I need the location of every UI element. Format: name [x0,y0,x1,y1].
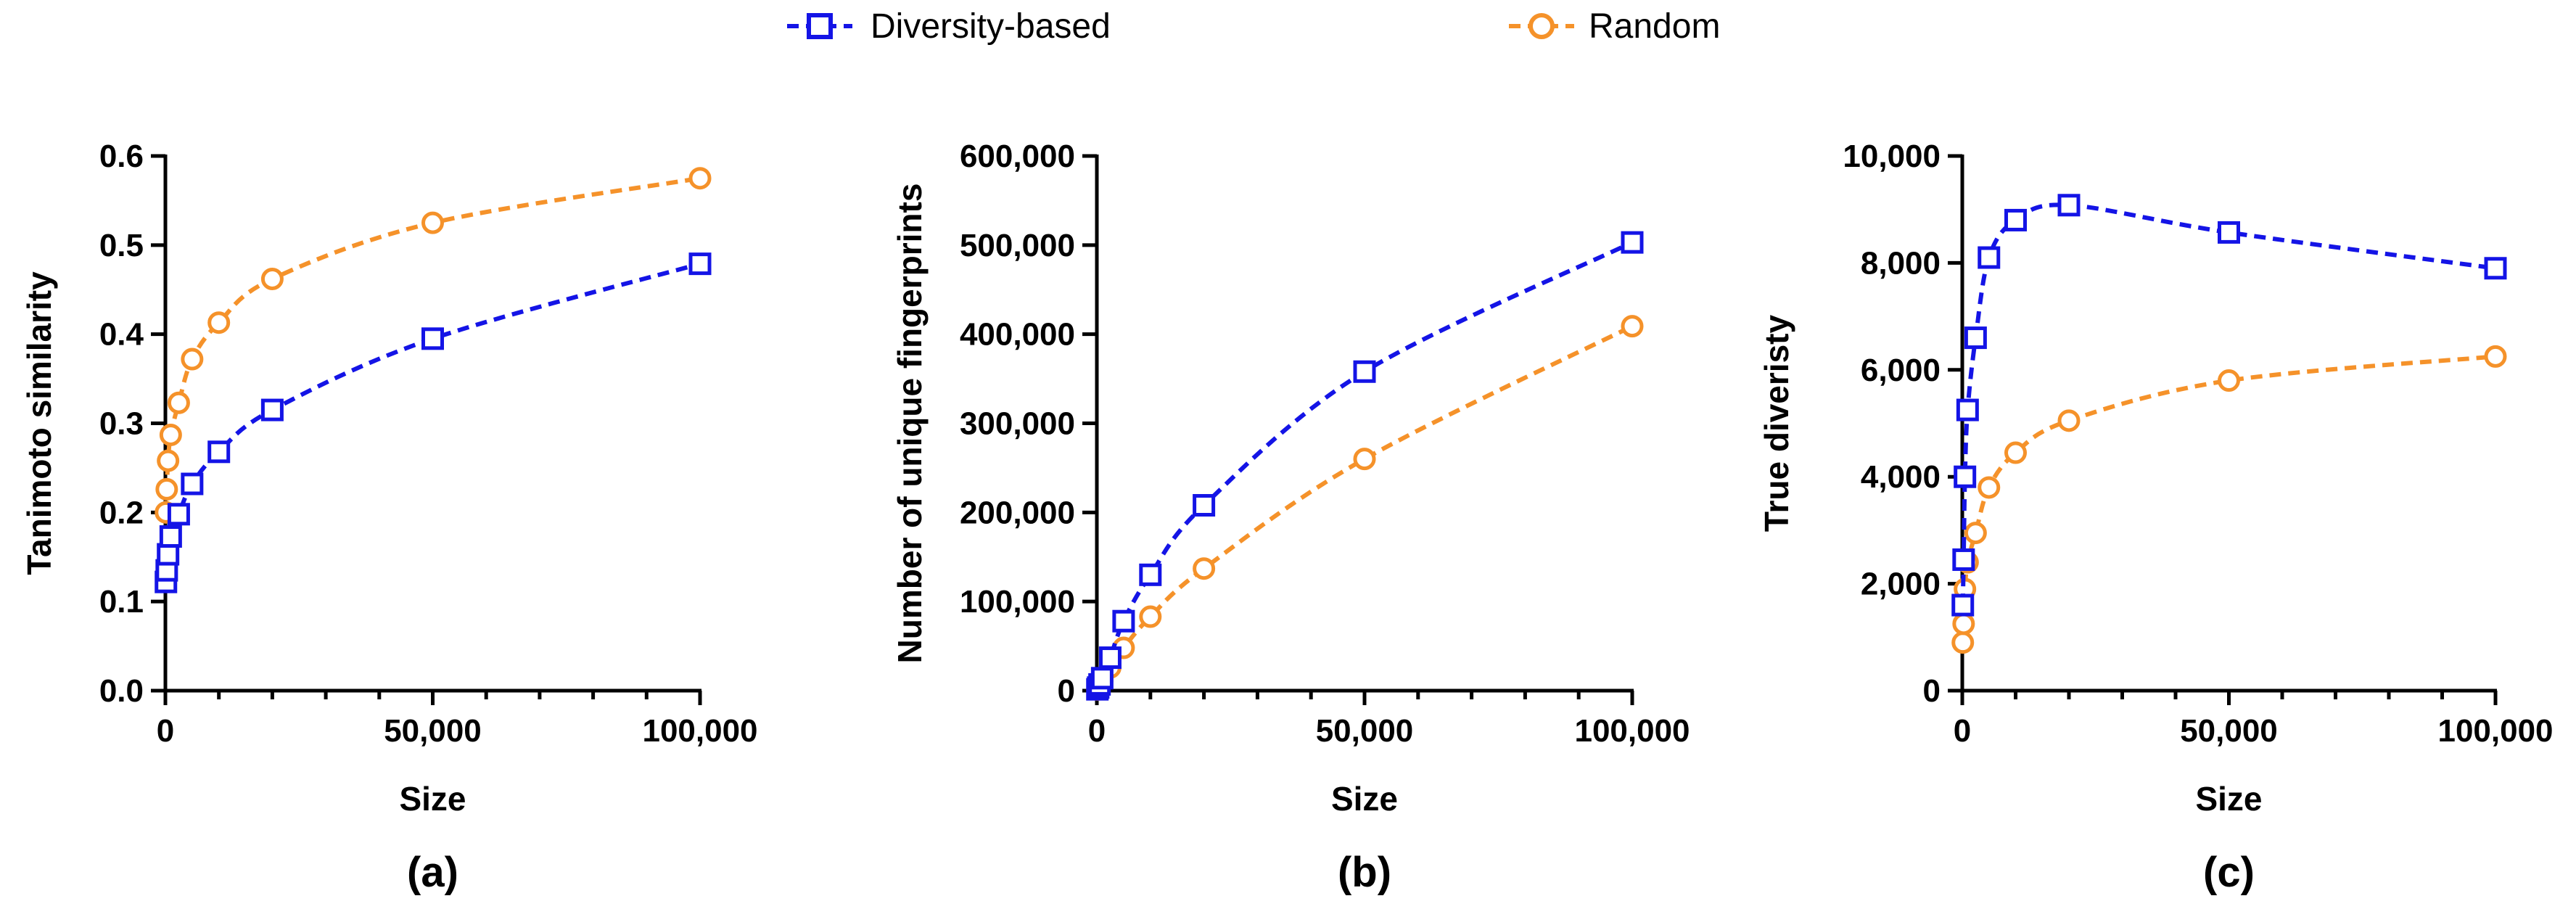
data-point-random [1139,605,1162,628]
y-tick-label: 4,000 [1861,459,1941,495]
y-tick-label: 2,000 [1861,567,1941,602]
series-line-diversity [163,261,701,583]
data-point-random [155,477,178,501]
y-tick-label: 500,000 [960,228,1075,263]
data-point-random [688,167,712,190]
data-point-diversity [1964,326,1987,350]
data-point-diversity [1112,609,1135,633]
y-tick-label: 300,000 [960,406,1075,442]
data-point-diversity [1090,667,1114,690]
data-point-diversity [1098,646,1122,670]
legend-random-marker [1528,13,1555,39]
y-tick-label: 0.3 [99,406,144,442]
data-point-diversity [181,472,204,495]
data-point-diversity [1353,360,1376,383]
data-point-diversity [1956,398,1979,422]
legend-diversity-marker [807,13,833,39]
data-point-random [159,423,182,446]
series-line-diversity [1960,202,2496,606]
data-point-diversity [2004,208,2027,231]
data-point-diversity [260,398,284,422]
y-tick-label: 0 [1923,673,1941,709]
x-tick-label: 0 [1954,713,1971,749]
data-point-random [1952,612,1975,636]
data-point-diversity [1978,246,2001,269]
panel-label: (c) [2203,849,2255,896]
legend-random-label: Random [1589,7,1720,46]
data-point-random [157,449,180,472]
x-tick-label: 100,000 [1574,713,1690,749]
x-tick-label: 0 [1088,713,1106,749]
x-tick-label: 100,000 [2437,713,2553,749]
x-tick-label: 50,000 [384,713,482,749]
data-point-diversity [2484,257,2507,280]
data-point-random [1964,522,1987,545]
y-tick-label: 6,000 [1861,353,1941,388]
y-tick-label: 8,000 [1861,245,1941,281]
legend-item-diversity: Diversity-based [787,7,1111,46]
legend-diversity-label: Diversity-based [871,7,1111,46]
data-point-diversity [1621,231,1644,254]
y-tick-label: 600,000 [960,139,1075,174]
y-tick-label: 200,000 [960,495,1075,530]
data-point-diversity [421,327,444,350]
y-axis-title: Number of unique fingerprints [891,184,929,664]
y-axis-title: Tanimoto similarity [20,271,58,575]
x-axis-title: Size [2195,780,2262,818]
data-point-diversity [207,440,231,464]
data-point-random [181,348,204,371]
data-point-random [2004,441,2027,464]
y-tick-label: 0.2 [99,495,144,530]
x-tick-label: 100,000 [642,713,757,749]
y-tick-label: 0.0 [99,673,144,709]
y-tick-label: 400,000 [960,317,1075,353]
data-point-random [2218,369,2240,392]
data-point-random [1951,631,1975,654]
panel-b: 0 100,000 200,000 300,000 400,000 500,000 600,… [891,139,1690,896]
data-point-random [2057,409,2081,432]
x-axis-title: Size [399,780,466,818]
data-point-random [421,211,444,234]
data-point-random [2484,345,2507,368]
data-point-random [167,391,190,414]
y-tick-label: 0.6 [99,139,144,174]
data-point-diversity [1951,593,1975,617]
data-point-diversity [1952,548,1975,571]
y-tick-label: 10,000 [1843,139,1941,174]
panel-label: (b) [1338,849,1391,896]
data-point-diversity [157,543,180,566]
x-tick-label: 50,000 [1316,713,1414,749]
data-point-random [1353,448,1376,471]
data-point-random [1193,557,1216,580]
data-point-random [1621,315,1644,338]
data-point-random [1978,476,2001,499]
y-tick-label: 0 [1058,673,1075,709]
data-point-diversity [1139,563,1162,586]
data-point-random [260,268,284,291]
data-point-diversity [167,503,190,526]
data-point-diversity [688,252,712,276]
series-line-random [1960,354,2496,643]
data-point-random [207,311,231,334]
panel-c: 0 2,000 4,000 6,000 8,000 10,000 0 50,000 100,00… [1758,139,2554,896]
y-tick-label: 0.5 [99,228,144,263]
legend: Diversity-based Random [787,7,1720,46]
legend-item-random: Random [1509,7,1720,46]
y-tick-label: 0.4 [99,317,144,353]
data-point-diversity [159,525,182,548]
x-tick-label: 0 [157,713,174,749]
x-axis-title: Size [1331,780,1398,818]
y-tick-label: 0.1 [99,584,144,620]
x-tick-label: 50,000 [2180,713,2278,749]
data-point-diversity [2218,221,2240,244]
panel-label: (a) [407,849,458,896]
y-axis-title: True diveristy [1758,315,1795,532]
panel-a: 0.0 0.1 0.2 0.3 0.4 0.5 0.6 0 50,000 100,000 Size T… [20,139,758,896]
y-tick-label: 100,000 [960,584,1075,620]
data-point-diversity [1193,494,1216,517]
data-point-diversity [2057,194,2081,217]
data-point-diversity [1954,465,1977,488]
